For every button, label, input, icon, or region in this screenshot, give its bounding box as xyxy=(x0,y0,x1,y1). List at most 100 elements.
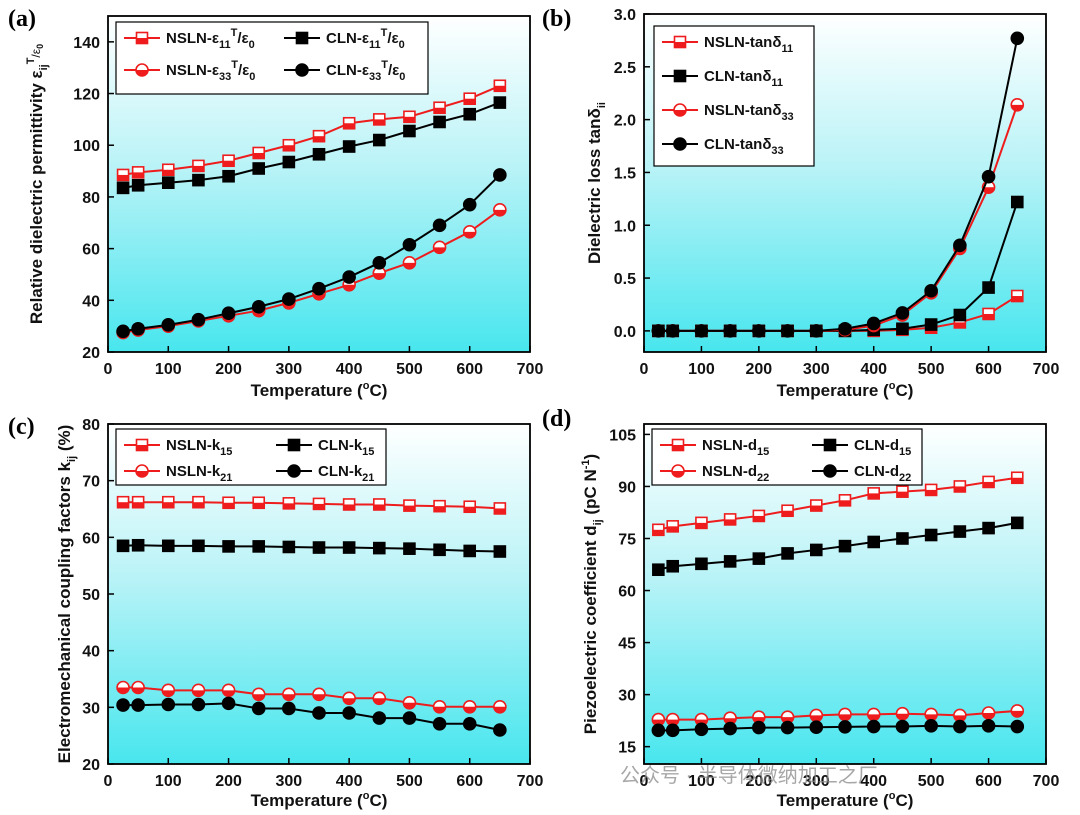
data-point xyxy=(432,716,447,731)
legend-swatch-marker xyxy=(287,464,301,478)
data-point xyxy=(493,723,507,737)
legend-entry-1: CLN-d15 xyxy=(854,437,911,458)
data-point-half xyxy=(1011,104,1024,111)
data-point-half xyxy=(117,687,130,694)
data-point xyxy=(895,306,910,320)
y-tick-label: 0.0 xyxy=(614,324,636,341)
data-point-half xyxy=(283,503,295,509)
y-tick-label: 80 xyxy=(82,190,100,207)
data-point xyxy=(694,324,709,338)
data-point-half xyxy=(433,706,446,713)
legend-entry-2: NSLN-k21 xyxy=(166,463,232,484)
data-point-half xyxy=(373,119,385,125)
y-tick-label: 2.5 xyxy=(614,60,636,77)
data-point xyxy=(493,96,507,109)
data-point xyxy=(191,697,206,712)
data-point xyxy=(752,324,766,338)
data-point xyxy=(282,540,296,554)
data-point xyxy=(192,173,205,187)
x-tick-label: 700 xyxy=(517,773,544,790)
data-point xyxy=(462,197,477,212)
data-point xyxy=(838,720,852,734)
data-point xyxy=(953,238,967,253)
data-point-half xyxy=(252,694,265,701)
data-point xyxy=(432,218,447,233)
data-point xyxy=(372,133,386,147)
x-tick-label: 0 xyxy=(640,361,649,378)
legend: NSLN-ε11T/ε0 CLN-ε11T/ε0 NSLN-ε33T/ε0 CLN-ε… xyxy=(115,21,429,95)
data-point-half xyxy=(494,508,506,514)
legend-swatch-marker-half xyxy=(136,471,148,477)
x-tick-label: 400 xyxy=(336,361,363,378)
y-tick-label: 50 xyxy=(82,587,100,604)
x-tick-label: 100 xyxy=(155,773,182,790)
data-point-half xyxy=(434,506,446,512)
data-point-half xyxy=(373,273,386,280)
data-point xyxy=(493,545,507,558)
legend-entry-2: NSLN-ε33T/ε0 xyxy=(166,59,255,83)
data-point-half xyxy=(403,702,416,709)
data-point xyxy=(809,720,824,735)
data-point-half xyxy=(373,698,386,705)
y-axis-label: Piezoelectric coefficient dij (pC N-1) xyxy=(580,454,604,734)
data-point-half xyxy=(983,481,995,488)
legend-swatch-marker-half xyxy=(672,445,684,451)
legend-swatch-marker-half xyxy=(136,38,148,44)
x-tick-label: 300 xyxy=(276,361,303,378)
panel-label: (b) xyxy=(542,6,571,32)
data-point-half xyxy=(343,504,355,510)
data-point xyxy=(402,711,417,725)
data-point xyxy=(433,115,446,129)
data-point-half xyxy=(117,174,129,181)
data-point xyxy=(372,711,387,725)
data-point xyxy=(1010,516,1024,530)
data-point xyxy=(131,698,145,712)
legend-entry-0: NSLN-ε11T/ε0 xyxy=(166,27,255,51)
data-point xyxy=(192,539,205,553)
x-tick-label: 200 xyxy=(215,361,242,378)
y-tick-label: 30 xyxy=(82,700,100,717)
data-point xyxy=(1010,719,1025,734)
x-tick-label: 700 xyxy=(1033,361,1060,378)
data-point-half xyxy=(983,313,995,320)
plot-frame xyxy=(643,423,1047,765)
data-point-half xyxy=(867,714,880,721)
data-point-half xyxy=(463,706,476,713)
data-point xyxy=(838,321,852,336)
data-point xyxy=(896,322,909,336)
data-point xyxy=(665,324,680,338)
data-point xyxy=(342,541,356,554)
data-point xyxy=(191,312,206,327)
data-point xyxy=(312,147,326,161)
x-tick-label: 200 xyxy=(746,361,773,378)
data-point xyxy=(282,701,296,716)
data-point xyxy=(221,306,236,321)
x-tick-label: 0 xyxy=(104,773,113,790)
legend-box xyxy=(115,21,429,95)
data-point xyxy=(403,124,416,138)
legend-entry-3: CLN-k21 xyxy=(318,463,374,484)
x-tick-label: 500 xyxy=(396,773,423,790)
data-point-half xyxy=(192,165,204,172)
data-point-half xyxy=(810,715,823,722)
data-point xyxy=(867,535,881,549)
data-point xyxy=(723,555,737,568)
x-tick-label: 700 xyxy=(517,361,544,378)
legend-swatch-marker-half xyxy=(136,70,148,76)
x-axis-label: Temperature (oC) xyxy=(251,790,388,810)
data-point xyxy=(161,697,176,712)
data-point xyxy=(752,552,766,565)
legend-swatch-marker xyxy=(295,63,309,77)
y-tick-label: 30 xyxy=(618,688,636,705)
data-point xyxy=(666,559,680,573)
data-point-half xyxy=(724,519,736,525)
data-point-half xyxy=(493,706,506,713)
data-point-half xyxy=(667,526,679,532)
plot-frame xyxy=(643,13,1047,353)
data-point xyxy=(462,716,477,731)
x-tick-label: 100 xyxy=(155,361,182,378)
legend-entry-2: NSLN-d22 xyxy=(702,463,769,484)
data-point-half xyxy=(782,510,794,517)
data-point xyxy=(780,324,795,338)
legend-swatch-marker xyxy=(823,438,837,452)
